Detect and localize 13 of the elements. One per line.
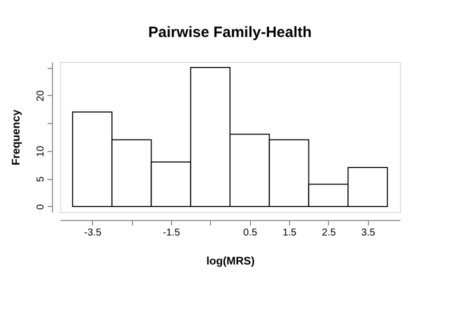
x-axis-title: log(MRS)	[206, 256, 255, 268]
y-tick-label: 5	[36, 176, 46, 182]
y-tick-label: 20	[36, 90, 46, 102]
x-tick-label: 3.5	[361, 228, 376, 238]
x-tick-label: 0.5	[243, 228, 258, 238]
x-tick-label: 1.5	[282, 228, 297, 238]
y-tick-label: 10	[36, 145, 46, 157]
x-tick-label: -1.5	[162, 228, 181, 238]
x-tick-label: 2.5	[322, 228, 336, 238]
y-tick-label: 0	[36, 204, 46, 210]
x-tick-label: -3.5	[84, 228, 102, 238]
chart-title: Pairwise Family-Health	[148, 24, 312, 41]
y-axis-title: Frequency	[10, 108, 22, 166]
